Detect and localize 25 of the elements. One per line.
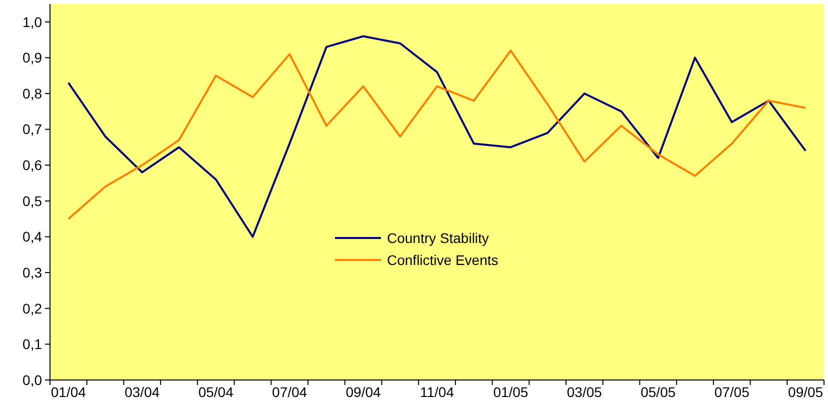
y-tick-label: 0,7 (22, 121, 42, 138)
y-tick-label: 0,4 (22, 228, 42, 245)
y-tick-label: 0,0 (22, 372, 42, 388)
line-series (67, 50, 807, 220)
y-tick-label: 0,9 (22, 50, 42, 66)
x-tick-label: 07/04 (272, 384, 308, 400)
x-tick-label: 09/05 (788, 384, 824, 400)
x-tick-label: 03/05 (566, 384, 602, 400)
x-tick-label: 01/05 (493, 384, 528, 400)
x-tick-label: 11/04 (420, 384, 454, 400)
x-tick-label: 05/05 (640, 384, 676, 400)
y-tick-label: 0,8 (22, 85, 42, 102)
y-tick-label: 0,5 (22, 192, 42, 209)
legend-label: Conflictive Events (387, 252, 498, 268)
x-tick-label: 03/04 (124, 384, 160, 400)
y-tick-label: 0,1 (22, 336, 42, 352)
x-tick-label: 09/04 (346, 384, 382, 400)
legend-label: Country Stability (387, 230, 489, 246)
y-tick-label: 0,2 (22, 300, 42, 316)
x-tick-label: 01/04 (50, 384, 86, 400)
x-tick-label: 07/05 (714, 384, 750, 400)
y-tick-label: 0,3 (22, 264, 42, 280)
y-tick-label: 1,0 (22, 14, 42, 30)
x-tick-label: 05/04 (198, 384, 234, 400)
y-tick-label: 0,6 (22, 157, 42, 174)
